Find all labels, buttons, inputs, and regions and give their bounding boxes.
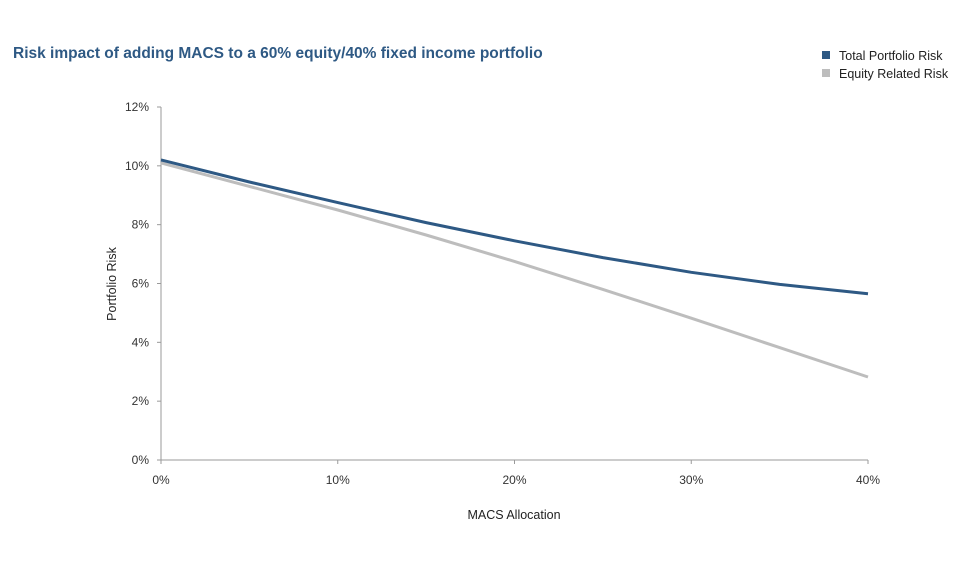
legend: Total Portfolio Risk Equity Related Risk (822, 49, 949, 81)
legend-label-total-portfolio-risk: Total Portfolio Risk (839, 49, 943, 63)
y-tick-label: 4% (132, 335, 150, 349)
y-tick-label: 8% (132, 218, 150, 232)
y-tick-label: 12% (125, 100, 149, 114)
x-tick-label: 10% (326, 473, 350, 487)
x-tick-label: 30% (679, 473, 703, 487)
x-axis-ticks: 0% 10% 20% 30% 40% (152, 460, 880, 487)
y-axis-ticks: 0% 2% 4% 6% 8% 10% 12% (125, 100, 161, 467)
chart-title: Risk impact of adding MACS to a 60% equi… (13, 45, 543, 62)
series-line-total-portfolio-risk (160, 158, 869, 296)
legend-swatch-total-portfolio-risk (822, 51, 830, 59)
series-lines (160, 158, 869, 379)
y-tick-label: 0% (132, 453, 150, 467)
series-line-equity-related-risk (160, 161, 869, 379)
y-tick-label: 10% (125, 159, 149, 173)
y-tick-label: 6% (132, 277, 150, 291)
y-tick-label: 2% (132, 394, 150, 408)
x-tick-label: 0% (152, 473, 170, 487)
legend-label-equity-related-risk: Equity Related Risk (839, 67, 949, 81)
y-axis-label: Portfolio Risk (105, 246, 119, 320)
x-tick-label: 40% (856, 473, 880, 487)
legend-swatch-equity-related-risk (822, 69, 830, 77)
x-tick-label: 20% (502, 473, 526, 487)
x-axis-label: MACS Allocation (467, 508, 560, 522)
